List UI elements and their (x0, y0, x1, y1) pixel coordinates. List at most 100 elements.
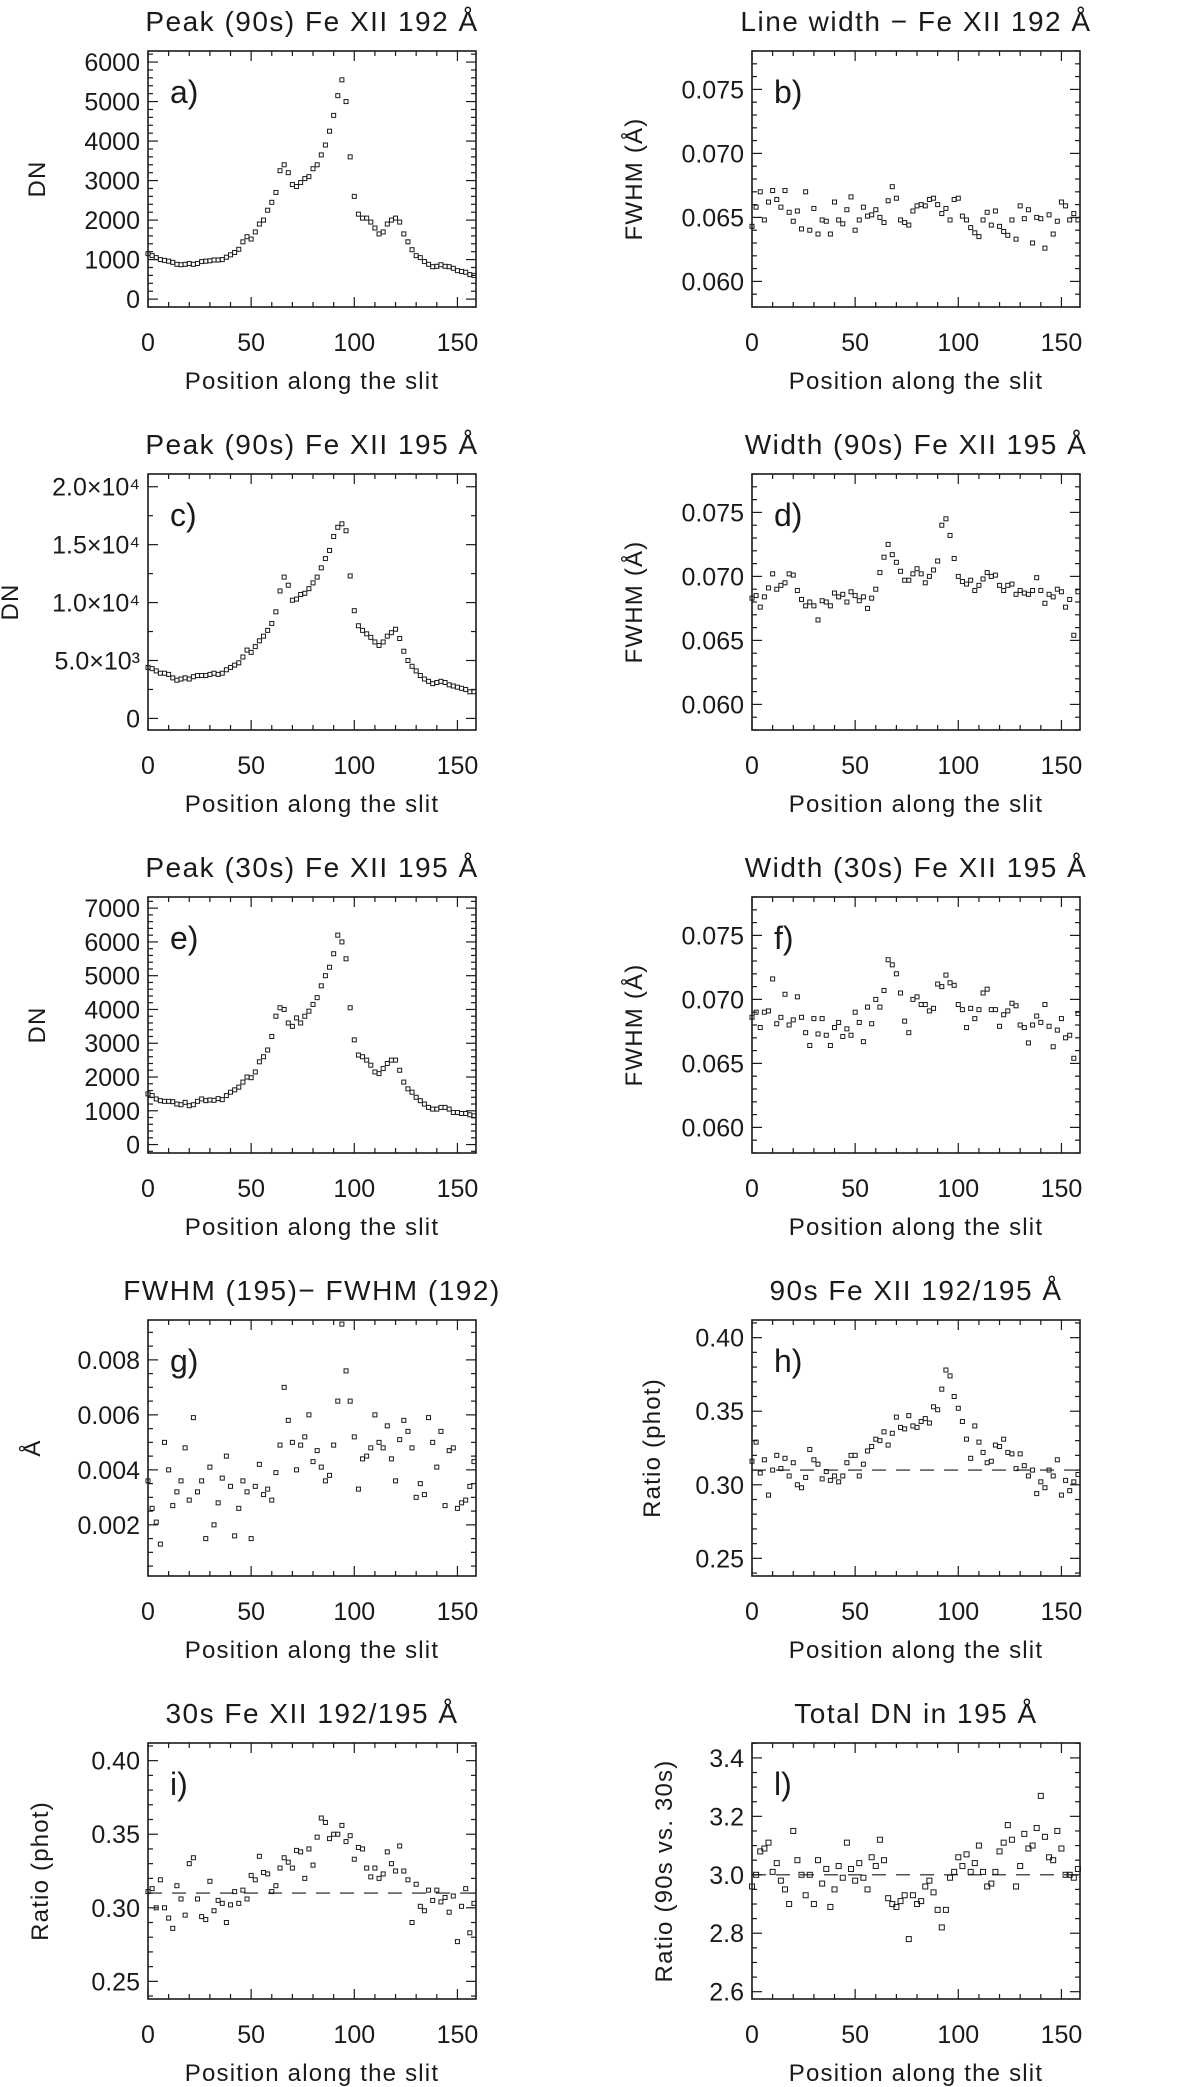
y-tick-label: 3.2 (709, 1803, 744, 1831)
data-point (430, 1106, 436, 1112)
data-point (355, 623, 361, 629)
data-point (459, 1903, 465, 1909)
data-point (384, 1423, 390, 1429)
data-point (215, 257, 221, 263)
data-point (914, 566, 920, 572)
data-point (438, 1899, 444, 1905)
data-point (199, 259, 205, 265)
data-point (240, 239, 246, 245)
data-point (376, 1071, 382, 1077)
data-point (840, 1473, 846, 1479)
data-point (1038, 587, 1044, 593)
data-point (459, 1110, 465, 1116)
y-tick-label: 0.25 (695, 1545, 744, 1573)
data-point (149, 666, 155, 672)
data-point (881, 554, 887, 560)
data-point (310, 1459, 316, 1465)
x-tick-label: 0 (745, 752, 759, 780)
data-point (421, 1492, 427, 1498)
data-point (298, 1020, 304, 1026)
data-point (811, 1016, 817, 1022)
data-point (1017, 1022, 1023, 1028)
x-tick-label: 0 (745, 2021, 759, 2049)
x-tick-label: 100 (937, 329, 979, 357)
data-point (302, 1013, 308, 1019)
data-point (774, 196, 780, 202)
data-point (803, 1030, 809, 1036)
data-point (852, 1452, 858, 1458)
data-point (865, 605, 871, 611)
data-point (881, 987, 887, 993)
data-point (199, 1096, 205, 1102)
data-point (360, 1846, 366, 1852)
data-point (968, 1005, 974, 1011)
data-point (1058, 1845, 1065, 1852)
data-point (401, 231, 407, 237)
data-point (869, 212, 875, 218)
data-point (918, 202, 924, 208)
data-point (997, 582, 1003, 588)
data-point (761, 1457, 767, 1463)
data-point (277, 1442, 283, 1448)
data-point (931, 195, 937, 201)
data-point (906, 1413, 912, 1419)
data-point (199, 673, 205, 679)
data-point (1071, 1055, 1077, 1061)
data-point (860, 1461, 866, 1467)
data-point (786, 209, 792, 215)
x-axis-label: Position along the slit (185, 1214, 439, 1241)
x-tick-label: 150 (437, 1598, 479, 1626)
data-point (256, 1461, 262, 1467)
data-point (182, 1912, 188, 1918)
data-point (331, 951, 337, 957)
data-point (873, 1436, 879, 1442)
y-tick-label: 0.065 (681, 627, 744, 655)
data-point (207, 671, 213, 677)
data-point (1021, 1830, 1028, 1837)
data-point (273, 1013, 279, 1019)
data-point (331, 1831, 337, 1837)
data-point (1001, 228, 1007, 234)
data-point (869, 595, 875, 601)
data-point (219, 1097, 225, 1103)
data-point (1050, 1857, 1057, 1864)
data-point (215, 1096, 221, 1102)
data-point (926, 573, 932, 579)
data-point (968, 225, 974, 231)
data-point (232, 1533, 238, 1539)
data-point (1005, 1008, 1011, 1014)
data-point (881, 1857, 888, 1864)
y-axis-label: Ratio (phot) (639, 1378, 666, 1518)
data-point (149, 1886, 155, 1892)
data-point (157, 1098, 163, 1104)
data-point (1025, 1040, 1031, 1046)
data-point (417, 1098, 423, 1104)
data-point (827, 1903, 834, 1910)
data-point (832, 1025, 838, 1031)
data-point (992, 208, 998, 214)
panel-e: Peak (30s) Fe XII 195 Å 0 50 100 150 0 1000 200… (24, 852, 478, 1241)
data-point (232, 1889, 238, 1895)
panel-title: Peak (90s) Fe XII 192 Å (145, 6, 478, 37)
data-point (223, 1093, 229, 1099)
data-point (269, 620, 275, 626)
data-point (153, 668, 159, 674)
data-point (823, 218, 829, 224)
data-point (939, 984, 945, 990)
data-point (195, 1489, 201, 1495)
data-point (248, 236, 254, 242)
data-point (256, 1853, 262, 1859)
data-point (372, 1865, 378, 1871)
data-point (405, 239, 411, 245)
data-point (368, 1874, 374, 1880)
data-point (306, 1846, 312, 1852)
data-point (388, 630, 394, 636)
data-point (393, 1868, 399, 1874)
data-point (943, 972, 949, 978)
data-point (355, 1486, 361, 1492)
data-point (910, 208, 916, 214)
data-point (294, 1847, 300, 1853)
data-point (339, 1822, 345, 1828)
data-point (947, 1373, 953, 1379)
data-point (351, 193, 357, 199)
